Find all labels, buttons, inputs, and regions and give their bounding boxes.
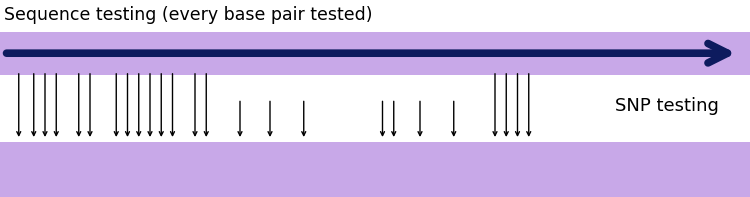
- Text: SNP testing: SNP testing: [615, 97, 718, 115]
- Bar: [0, 142, 750, 197]
- Text: Sequence testing (every base pair tested): Sequence testing (every base pair tested…: [4, 6, 372, 24]
- Bar: [0, 32, 750, 75]
